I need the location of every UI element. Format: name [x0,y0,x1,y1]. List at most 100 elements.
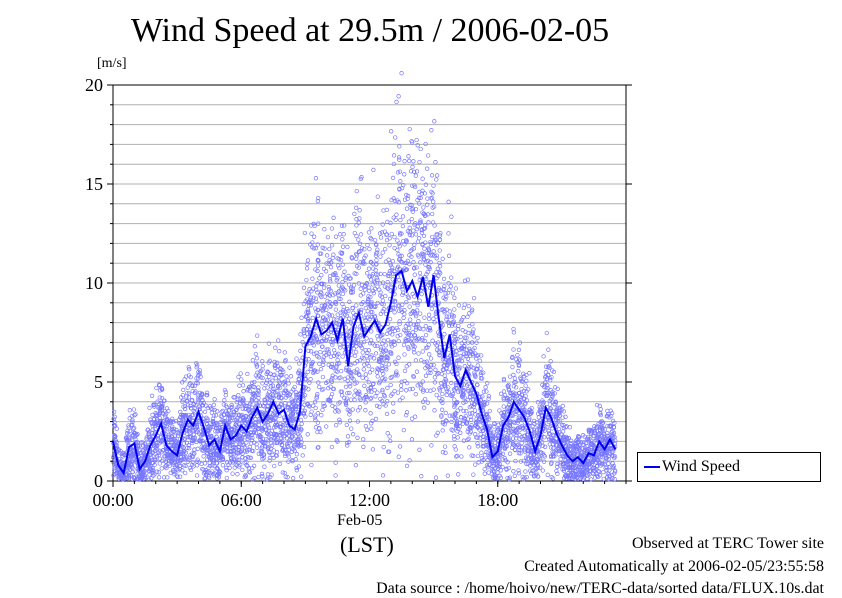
sample-point [467,347,471,351]
sample-point [433,120,437,124]
sample-point [459,407,463,411]
sample-point [443,374,447,378]
sample-point [473,463,477,467]
sample-point [373,238,377,242]
sample-point [254,352,258,356]
sample-point [453,398,457,402]
sample-point [434,368,438,372]
sample-point [403,353,407,357]
sample-point [447,348,451,352]
sample-point [441,429,445,433]
sample-point [157,476,161,480]
sample-point [240,378,244,382]
sample-point [283,351,287,355]
sample-point [341,355,345,359]
sample-point [362,445,366,449]
sample-point [419,147,423,151]
sample-point [363,384,367,388]
sample-point [414,359,418,363]
sample-point [160,396,164,400]
sample-point [299,349,303,353]
sample-point [310,463,314,467]
sample-point [422,206,426,210]
sample-point [324,270,328,274]
sample-point [460,341,464,345]
sample-point [388,435,392,439]
sample-point [359,294,363,298]
sample-point [407,326,411,330]
sample-point [257,452,261,456]
sample-point [342,305,346,309]
sample-point [301,454,305,458]
sample-point [561,430,565,434]
sample-point [342,224,346,228]
sample-point [414,392,418,396]
sample-point [332,216,336,220]
sample-point [307,325,311,329]
sample-point [324,425,328,429]
sample-point [303,231,307,235]
sample-point [424,374,428,378]
sample-point [434,160,438,164]
sample-point [502,435,506,439]
sample-point [355,304,359,308]
sample-point [330,243,334,247]
sample-point [545,331,549,335]
sample-point [309,296,313,300]
sample-point [397,95,401,99]
sample-point [362,368,366,372]
sample-point [453,296,457,300]
sample-point [377,338,381,342]
sample-point [450,215,454,219]
sample-point [421,177,425,181]
sample-point [302,445,306,449]
sample-point [255,356,259,360]
sample-point [365,354,369,358]
sample-point [435,257,439,261]
sample-point [454,448,458,452]
sample-point [277,349,281,353]
sample-point [517,369,521,373]
sample-point [364,401,368,405]
sample-point [524,384,528,388]
sample-point [427,317,431,321]
sample-point [317,385,321,389]
sample-point [132,408,136,412]
sample-point [263,465,267,469]
sample-point [394,218,398,222]
sample-point [367,231,371,235]
sample-point [236,472,240,476]
sample-point [517,348,521,352]
sample-point [253,344,257,348]
sample-point [128,408,132,412]
sample-point [412,229,416,233]
sample-point [429,357,433,361]
sample-point [465,377,469,381]
sample-point [392,154,396,158]
sample-point [376,195,380,199]
sample-point [376,391,380,395]
sample-point [354,389,358,393]
sample-point [451,429,455,433]
sample-point [306,370,310,374]
sample-point [349,398,353,402]
sample-point [128,429,132,433]
sample-point [430,307,434,311]
sample-point [358,209,362,213]
sample-point [361,438,365,442]
sample-point [404,389,408,393]
sample-point [415,370,419,374]
sample-point [369,412,373,416]
sample-point [323,227,327,231]
sample-point [435,178,439,182]
sample-point [421,350,425,354]
sample-point [155,386,159,390]
sample-point [299,333,303,337]
sample-point [382,393,386,397]
sample-point [308,381,312,385]
sample-point [242,389,246,393]
sample-point [462,306,466,310]
sample-point [418,312,422,316]
sample-point [459,431,463,435]
sample-point [339,369,343,373]
